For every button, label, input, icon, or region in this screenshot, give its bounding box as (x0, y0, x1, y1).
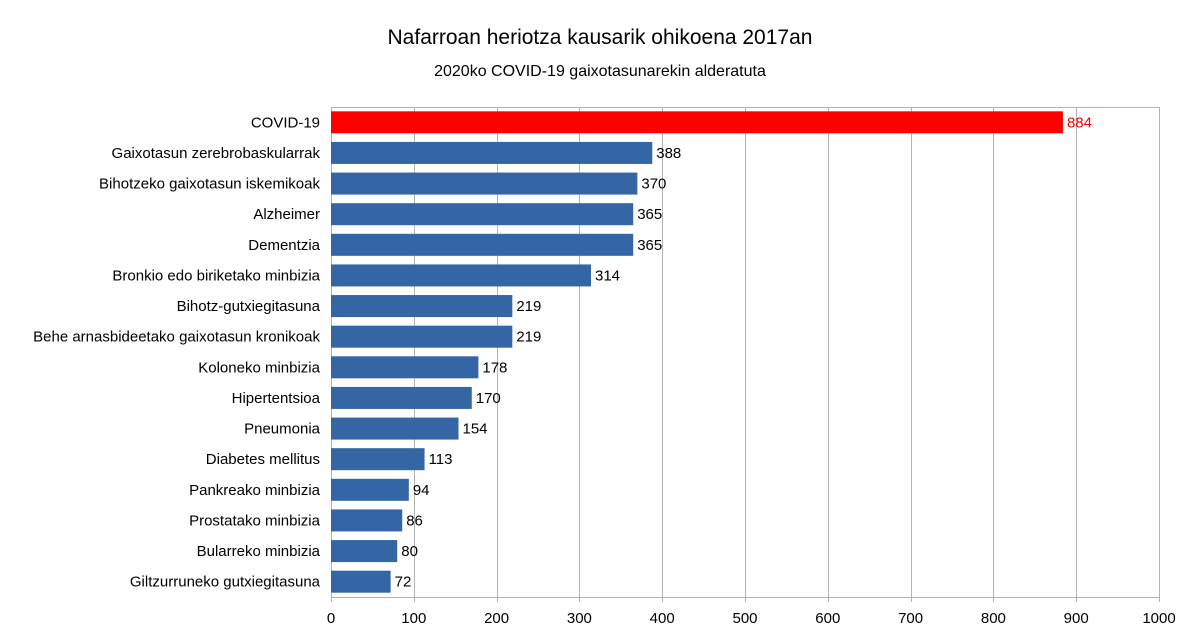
data-label: 219 (516, 329, 541, 346)
bar (331, 478, 409, 501)
category-label: Bihotzeko gaixotasun iskemikoak (99, 176, 320, 193)
category-label: Alzheimer (253, 206, 320, 223)
bar (331, 356, 479, 379)
data-label: 94 (413, 482, 430, 499)
data-label: 154 (463, 421, 488, 438)
x-tick-labels: 0 100 200 300 400 500 600 700 800 900 1000 (327, 610, 1176, 627)
bar (331, 264, 591, 287)
bar (331, 509, 403, 532)
x-tick-label: 1000 (1142, 610, 1175, 627)
data-label: 113 (429, 451, 453, 468)
x-tick-label: 200 (484, 610, 509, 627)
bar (331, 325, 513, 348)
category-label: Dementzia (248, 237, 320, 254)
x-tick-label: 300 (567, 610, 592, 627)
category-label: Prostatako minbizia (189, 512, 321, 529)
category-label: Gaixotasun zerebrobaskularrak (112, 145, 321, 162)
x-tick-label: 700 (898, 610, 923, 627)
x-tick-label: 0 (327, 610, 335, 627)
bar (331, 233, 634, 256)
chart-title: Nafarroan heriotza kausarik ohikoena 201… (388, 26, 813, 49)
data-labels: 884 388 370 365 365 314 219 219 178 170 154 113 94 86… (395, 114, 1092, 590)
bar (331, 540, 398, 563)
category-label: Bularreko minbizia (197, 543, 321, 560)
bar (331, 570, 391, 593)
x-tick-label: 500 (732, 610, 757, 627)
data-label: 170 (476, 390, 501, 407)
category-label: Bronkio edo biriketako minbizia (112, 267, 320, 284)
data-label: 72 (395, 574, 412, 591)
data-label: 219 (516, 298, 541, 315)
bar (331, 417, 459, 440)
category-labels: COVID-19 Gaixotasun zerebrobaskularrak Bih… (33, 114, 321, 590)
data-label: 884 (1067, 114, 1092, 131)
bar (331, 141, 653, 164)
data-label: 178 (482, 359, 507, 376)
data-label: 80 (401, 543, 418, 560)
category-label: Giltzurruneko gutxiegitasuna (130, 574, 321, 591)
category-label: Hipertentsioa (232, 390, 321, 407)
category-label: Pneumonia (244, 421, 321, 438)
bar (331, 448, 425, 471)
x-tick-label: 400 (650, 610, 675, 627)
x-tick-label: 100 (401, 610, 426, 627)
data-label: 86 (406, 512, 423, 529)
bar (331, 386, 472, 409)
data-label: 365 (637, 206, 662, 223)
data-label: 365 (637, 237, 662, 254)
bar (331, 111, 1063, 134)
x-tick-label: 800 (981, 610, 1006, 627)
chart-subtitle: 2020ko COVID-19 gaixotasunarekin alderat… (434, 63, 766, 80)
category-label: Bihotz-gutxiegitasuna (177, 298, 321, 315)
data-label: 370 (641, 176, 666, 193)
bar (331, 203, 634, 226)
data-label: 314 (595, 267, 620, 284)
bar (331, 172, 638, 195)
category-label: Koloneko minbizia (198, 359, 320, 376)
category-label: Diabetes mellitus (206, 451, 320, 468)
category-label: Pankreako minbizia (189, 482, 321, 499)
data-label: 388 (656, 145, 681, 162)
bars (331, 111, 1063, 593)
bar (331, 295, 513, 318)
category-label: Behe arnasbideetako gaixotasun kronikoak (33, 329, 320, 346)
x-tick-label: 900 (1064, 610, 1089, 627)
x-tick-label: 600 (815, 610, 840, 627)
category-label: COVID-19 (251, 114, 320, 131)
